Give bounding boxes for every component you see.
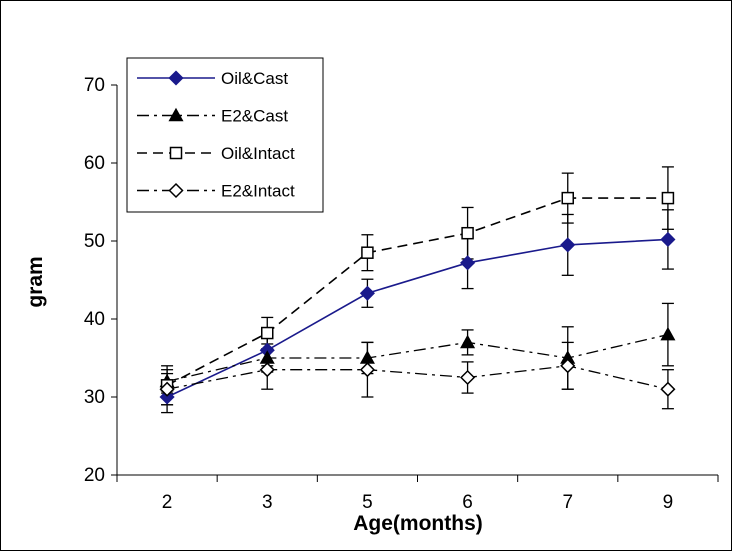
y-tick-label: 40 bbox=[84, 309, 105, 330]
legend-box bbox=[126, 57, 324, 213]
series-line bbox=[166, 197, 668, 387]
data-point bbox=[460, 334, 476, 349]
data-point bbox=[359, 362, 375, 378]
data-point bbox=[460, 369, 476, 386]
x-tick-label: 3 bbox=[262, 492, 273, 513]
series-line bbox=[166, 333, 669, 383]
y-tick-label: 20 bbox=[84, 465, 105, 486]
data-point bbox=[460, 255, 476, 271]
series-line bbox=[166, 365, 669, 390]
axes: 20 30 40 50 60 70 2 3 5 6 7 9 bbox=[84, 75, 719, 513]
series-line bbox=[166, 238, 668, 398]
data-point bbox=[361, 246, 374, 259]
data-point bbox=[159, 381, 175, 397]
x-tick-label: 5 bbox=[362, 492, 373, 513]
y-tick-label: 70 bbox=[84, 75, 105, 96]
data-point bbox=[660, 381, 676, 397]
legend: Oil&Cast E2&Cast Oil&Intact E2&Intact bbox=[126, 57, 324, 213]
legend-marker bbox=[168, 182, 184, 199]
data-point bbox=[461, 226, 474, 240]
x-tick-label: 6 bbox=[462, 492, 473, 513]
data-point bbox=[359, 285, 375, 301]
data-point bbox=[561, 191, 574, 205]
legend-marker bbox=[168, 107, 184, 122]
x-axis-title: Age(months) bbox=[353, 512, 483, 535]
x-tick-label: 7 bbox=[562, 492, 573, 513]
series-markers bbox=[159, 191, 676, 405]
data-point bbox=[560, 358, 576, 374]
y-axis-title: gram bbox=[24, 256, 47, 307]
y-tick-label: 60 bbox=[84, 153, 105, 174]
x-tick-label: 2 bbox=[162, 492, 173, 513]
data-point bbox=[660, 231, 676, 248]
data-point bbox=[661, 191, 675, 205]
data-point bbox=[660, 326, 676, 341]
data-point bbox=[259, 362, 275, 378]
y-tick-label: 50 bbox=[84, 231, 105, 252]
legend-label: Oil&Cast bbox=[221, 69, 288, 88]
legend-marker bbox=[169, 146, 183, 160]
data-point bbox=[560, 237, 576, 253]
series-lines bbox=[166, 197, 669, 398]
y-tick-label: 30 bbox=[84, 387, 105, 408]
legend-label: Oil&Intact bbox=[221, 144, 295, 163]
legend-label: E2&Intact bbox=[221, 182, 295, 201]
legend-marker bbox=[168, 70, 184, 86]
data-point bbox=[159, 389, 175, 405]
data-point bbox=[261, 326, 274, 340]
x-tick-label: 9 bbox=[663, 492, 674, 513]
legend-label: E2&Cast bbox=[221, 107, 288, 126]
